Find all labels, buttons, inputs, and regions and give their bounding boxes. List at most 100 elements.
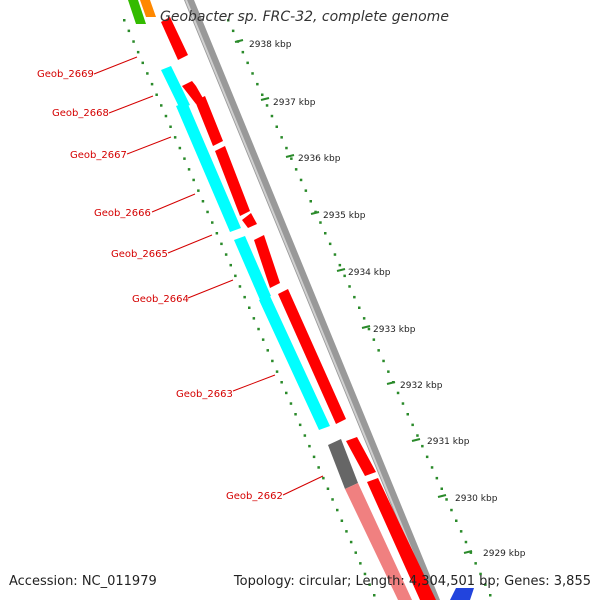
label-line-2668 [108,95,154,114]
gene-forward-2 [182,81,204,104]
gc-dot [169,125,172,128]
scale-label: 2931 kbp [427,437,470,447]
gc-skew-track-outer [227,19,492,597]
gc-dot [280,136,283,139]
gc-dot [220,242,223,246]
gc-dot [425,455,429,459]
gc-dot [303,434,307,437]
gc-dot [326,487,330,490]
gc-dot [401,402,405,405]
gc-dot [411,423,414,427]
gc-dot [252,317,256,320]
gc-dot [372,338,376,341]
gc-dot [367,327,371,331]
scale-tick-2931 [411,438,421,442]
gc-dot [127,29,131,33]
gc-dot [333,253,337,256]
gene-forward-4 [215,146,250,216]
gc-dot [285,146,288,150]
gc-dot [211,221,214,224]
gc-dot [187,168,191,171]
gene-label: Geob_2667 [70,150,127,161]
gene-label: Geob_2665 [111,249,168,260]
gc-dot [160,104,163,107]
gc-dot [251,72,254,75]
scale-ticks [234,39,473,554]
gc-dot [248,306,251,309]
gene-fragment-green [128,0,146,24]
scale-tick-2936 [285,154,295,158]
gene-forward-9 [367,478,436,600]
gc-dot [290,157,293,160]
gc-dot [354,551,357,554]
gc-dot [328,242,332,246]
gc-dot [261,338,265,341]
scale-tick-2933 [361,325,371,329]
gene-label: Geob_2668 [52,108,109,119]
scale-label: 2932 kbp [400,381,443,391]
gc-dot [227,19,230,22]
gc-dot [241,50,245,54]
gc-dot [141,61,144,65]
gc-dot [368,583,371,586]
gc-dot [455,519,458,522]
gc-dot [294,168,298,171]
gc-dot [349,540,353,544]
gc-dot [173,136,177,139]
gene-forward-7 [278,289,346,424]
scale-tick-2930 [437,494,447,498]
gc-dot [317,466,320,469]
gc-dot [459,530,463,533]
gc-dot [319,221,322,224]
gc-dot [324,232,327,235]
gc-dot [197,189,200,192]
label-line-2664 [187,279,234,299]
scale-tick-2937 [260,97,270,101]
gc-skew-track-inner [123,19,376,597]
gc-dot [150,82,154,86]
gc-dot [224,253,228,256]
gc-dot [261,93,264,96]
gc-dot [331,498,334,501]
gene-label-lines [93,56,324,496]
gc-dot [192,178,195,182]
scale-label: 2935 kbp [323,211,366,221]
gc-dot [479,572,482,576]
gc-dot [353,295,356,299]
gc-dot [421,444,424,448]
gc-dot [484,583,487,586]
gc-dot [275,125,278,128]
gc-dot [136,50,140,54]
gc-dot [348,285,351,288]
gc-dot [215,232,219,235]
gc-dot [377,349,380,352]
gc-dot [229,263,232,267]
genome-title: Geobacter sp. FRC-32, complete genome [160,9,449,25]
gc-dot [359,562,362,565]
gc-dot [430,466,434,469]
gc-dot [445,498,448,501]
label-line-2667 [126,136,172,155]
gc-dot [450,508,453,512]
gc-dot [155,93,158,96]
gene-reverse-3 [234,236,271,300]
scale-tick-2935 [310,211,320,215]
gc-dot [387,370,390,373]
gc-dot [299,178,303,182]
gc-dot [363,572,367,576]
gene-forward-8 [346,437,376,476]
scale-tick-2929 [463,550,473,554]
gene-fragment-blue [450,588,474,600]
gc-dot [246,61,249,65]
gc-dot [132,40,135,43]
gc-dot [435,476,439,480]
gene-forward-6 [254,235,280,288]
scale-label: 2929 kbp [483,549,526,559]
gc-dot [469,551,473,554]
gc-dot [294,413,297,416]
scale-tick-2932 [386,381,396,385]
gc-dot [489,594,492,597]
gc-dot [312,455,316,459]
gc-dot [123,19,126,22]
gc-dot [322,476,325,480]
